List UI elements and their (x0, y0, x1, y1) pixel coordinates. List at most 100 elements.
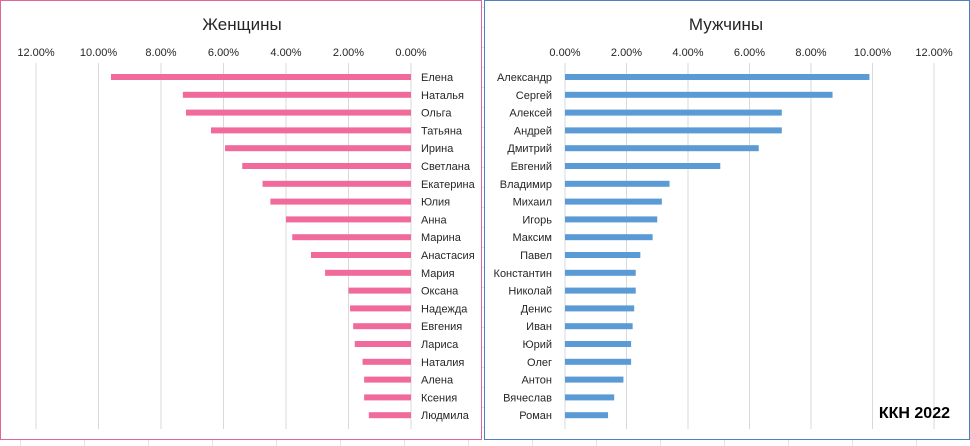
bar (565, 74, 870, 80)
category-label: Марина (421, 232, 462, 244)
category-label: Юрий (522, 339, 552, 351)
bar (565, 252, 641, 258)
x-tick-label: 2.00% (611, 47, 642, 59)
category-label: Ирина (421, 143, 454, 155)
category-label: Надежда (421, 303, 468, 315)
category-label: Игорь (522, 214, 552, 226)
bar (350, 305, 411, 312)
bar (565, 341, 632, 347)
category-label: Ольга (421, 108, 452, 120)
bar (362, 358, 411, 365)
bar (262, 180, 411, 187)
bar (368, 412, 411, 419)
category-label: Наталия (421, 357, 464, 369)
category-label: Антон (521, 375, 552, 387)
x-tick-label: 0.00% (549, 47, 580, 59)
bar (286, 216, 411, 223)
bar (311, 252, 411, 258)
category-label: Юлия (421, 197, 450, 209)
bar (565, 91, 833, 98)
category-label: Андрей (514, 125, 552, 137)
bar (242, 163, 411, 169)
bar (565, 198, 662, 205)
bar (111, 74, 411, 80)
category-label: Лариса (421, 339, 459, 351)
chart-title: Женщины (202, 15, 281, 34)
category-label: Роман (519, 410, 552, 422)
category-label: Оксана (421, 286, 459, 298)
men-chart-svg: Мужчины 0.00% 2.00% 4.00% 6.00% 8.00% 10.00% 12… (494, 15, 953, 429)
bar (565, 234, 653, 241)
x-tick-label: 12.00% (17, 47, 55, 59)
category-label: Михаил (513, 197, 552, 209)
bar (211, 127, 411, 134)
bar (225, 145, 411, 152)
x-tick-label: 10.00% (80, 47, 118, 59)
category-label: Елена (421, 72, 454, 84)
category-label: Вячеслав (503, 392, 552, 404)
women-chart-svg: Женщины 0.00% 2.00% 4.00% 6.00% 8.00% 10.00% 12… (17, 15, 476, 429)
category-label: Татьяна (421, 125, 463, 137)
x-tick-label: 4.00% (672, 47, 703, 59)
bar (186, 109, 411, 116)
x-tick-label: 2.00% (333, 47, 364, 59)
category-label: Иван (526, 321, 552, 333)
bar (353, 323, 411, 330)
bar (565, 127, 782, 134)
bar (565, 412, 609, 419)
category-label: Евгений (511, 161, 552, 173)
category-label: Олег (527, 357, 552, 369)
category-label: Наталья (421, 90, 464, 102)
category-label: Анастасия (421, 250, 475, 262)
category-label: Николай (508, 286, 552, 298)
bar (354, 341, 411, 347)
bar (325, 269, 411, 276)
women-chart[interactable]: Женщины 0.00% 2.00% 4.00% 6.00% 8.00% 10.00% 12… (0, 0, 482, 440)
bar (565, 109, 782, 116)
category-label: Александр (497, 72, 552, 84)
watermark-text: ККН 2022 (878, 405, 950, 422)
x-tick-label: 12.00% (915, 47, 953, 59)
bar (565, 180, 670, 187)
bar (364, 376, 411, 383)
category-label: Светлана (421, 161, 471, 173)
bar (364, 394, 411, 401)
category-label: Анна (421, 214, 447, 226)
bar (565, 358, 632, 365)
bar (565, 287, 636, 294)
bar (565, 376, 624, 383)
men-chart[interactable]: Мужчины 0.00% 2.00% 4.00% 6.00% 8.00% 10.00% 12… (484, 0, 970, 440)
bar (565, 269, 636, 276)
x-tick-label: 6.00% (208, 47, 239, 59)
category-label: Алена (421, 375, 454, 387)
category-label: Владимир (500, 179, 552, 191)
x-tick-label: 6.00% (734, 47, 765, 59)
x-tick-label: 8.00% (145, 47, 176, 59)
category-label: Константин (494, 268, 552, 280)
category-label: Алексей (509, 108, 552, 120)
x-tick-label: 8.00% (795, 47, 826, 59)
bar (565, 145, 759, 152)
category-label: Денис (521, 303, 553, 315)
bar (348, 287, 411, 294)
category-label: Людмила (421, 410, 470, 422)
category-label: Павел (520, 250, 552, 262)
bar (565, 394, 615, 401)
category-label: Сергей (516, 90, 552, 102)
bar (565, 216, 658, 223)
bar (565, 305, 635, 312)
bar (292, 234, 411, 241)
bar (565, 323, 633, 330)
x-tick-label: 4.00% (270, 47, 301, 59)
category-label: Евгения (421, 321, 462, 333)
category-label: Дмитрий (507, 143, 552, 155)
category-label: Ксения (421, 392, 457, 404)
x-tick-label: 10.00% (854, 47, 892, 59)
bar (565, 163, 721, 169)
category-label: Максим (512, 232, 552, 244)
bar (182, 91, 411, 98)
x-tick-label: 0.00% (395, 47, 426, 59)
category-label: Екатерина (421, 179, 476, 191)
chart-title: Мужчины (689, 15, 763, 34)
category-label: Мария (421, 268, 455, 280)
